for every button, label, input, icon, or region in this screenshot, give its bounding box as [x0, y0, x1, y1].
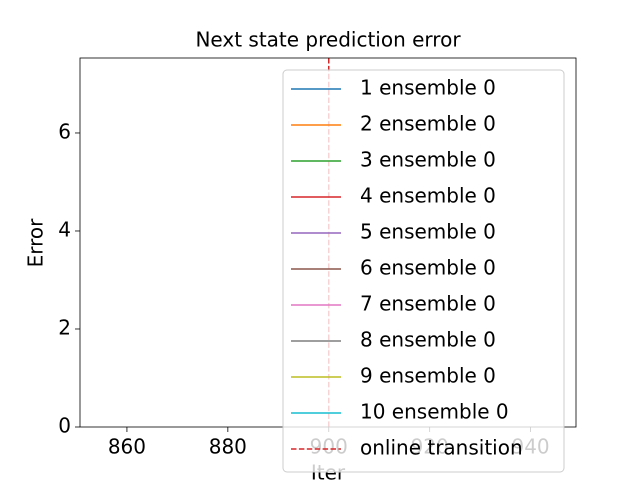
- legend-label: 8 ensemble 0: [360, 328, 496, 352]
- legend-label: 10 ensemble 0: [360, 400, 509, 424]
- legend-label: online transition: [360, 436, 523, 460]
- y-tick-label: 6: [58, 119, 71, 143]
- chart-title: Next state prediction error: [195, 28, 461, 52]
- legend-label: 6 ensemble 0: [360, 256, 496, 280]
- y-tick-label: 4: [58, 217, 71, 241]
- legend-box: [282, 69, 565, 473]
- legend-label: 3 ensemble 0: [360, 148, 496, 172]
- x-tick-label: 860: [108, 435, 146, 459]
- legend-label: 9 ensemble 0: [360, 364, 496, 388]
- y-tick-label: 2: [58, 315, 71, 339]
- legend-label: 1 ensemble 0: [360, 76, 496, 100]
- legend-label: 4 ensemble 0: [360, 184, 496, 208]
- legend-label: 2 ensemble 0: [360, 112, 496, 136]
- legend-label: 7 ensemble 0: [360, 292, 496, 316]
- y-tick-label: 0: [58, 414, 71, 438]
- y-axis-label: Error: [24, 218, 48, 268]
- x-tick-label: 880: [209, 435, 247, 459]
- legend-label: 5 ensemble 0: [360, 220, 496, 244]
